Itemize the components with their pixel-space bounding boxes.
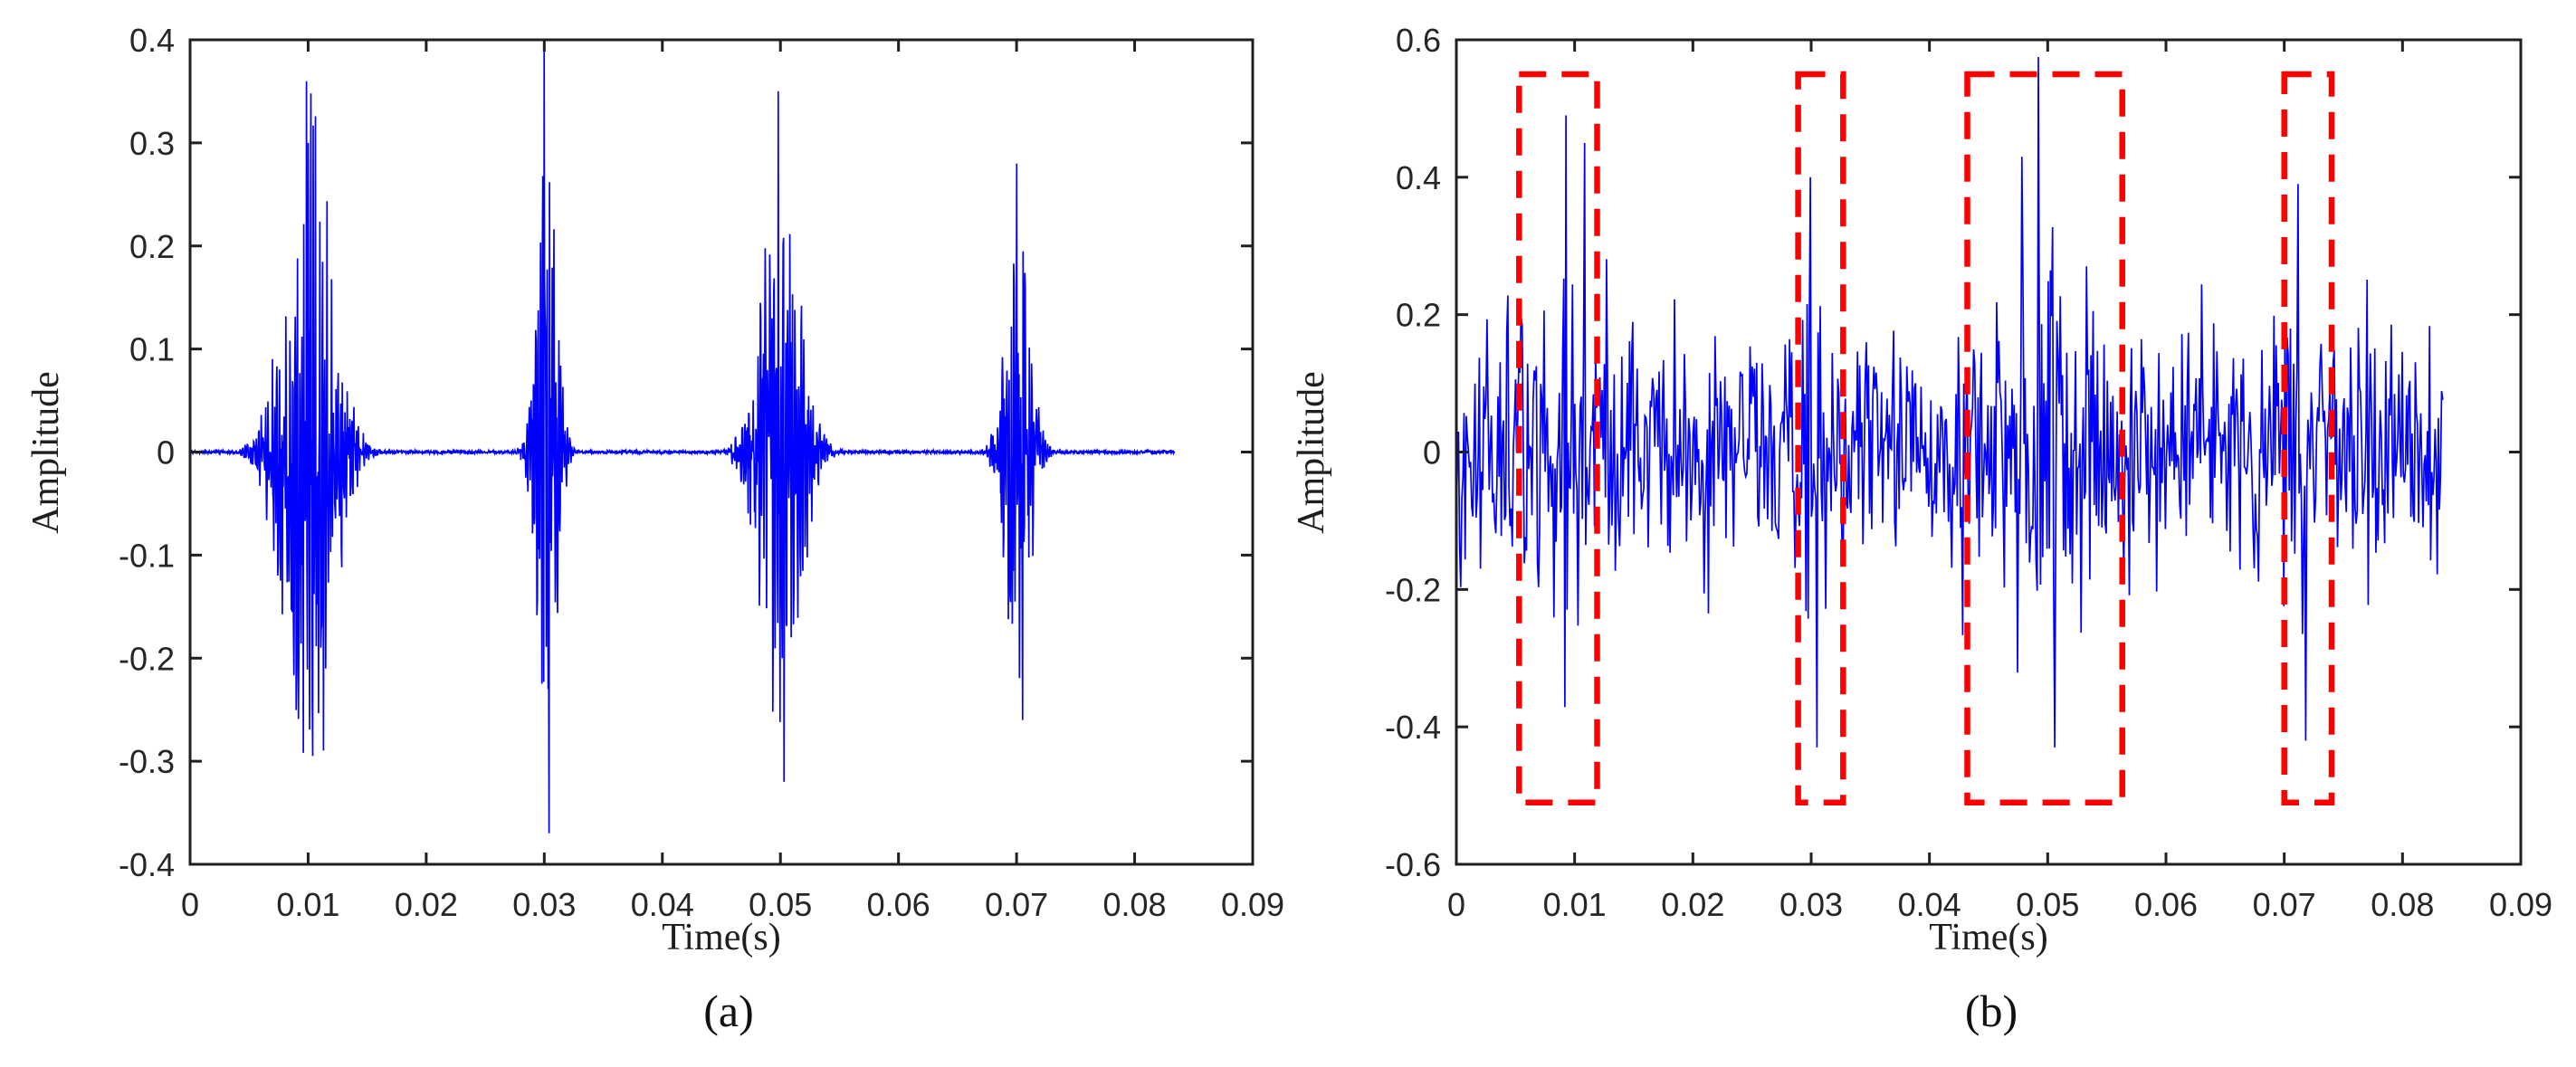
xtick-label: 0.02 — [395, 886, 458, 923]
tick-labels-a: 0 0.01 0.02 0.03 0.04 0.05 0.06 0.07 0.08 0.09 0.4… — [119, 22, 1284, 923]
xtick-label: 0.08 — [1103, 886, 1167, 923]
panel-a: 0 0.01 0.02 0.03 0.04 0.05 0.06 0.07 0.08 0.09 0.4… — [119, 22, 1284, 923]
xtick-label: 0 — [181, 886, 199, 923]
xtick-label: 0.01 — [276, 886, 339, 923]
plot-b-xlabel: Time(s) — [1929, 917, 2048, 958]
xtick-label: 0.01 — [1543, 886, 1607, 923]
signal-trace-b — [1455, 56, 2444, 748]
xtick-label: 0 — [1447, 886, 1465, 923]
xtick-label: 0.07 — [985, 886, 1048, 923]
panel-b: 0 0.01 0.02 0.03 0.04 0.05 0.06 0.07 0.08 0.09 0.6… — [1385, 22, 2552, 923]
xtick-label: 0.05 — [749, 886, 812, 923]
xtick-label: 0.03 — [1779, 886, 1843, 923]
plot-b-ylabel: Amplitude — [1291, 371, 1332, 534]
highlight-box-1 — [1516, 71, 1600, 805]
plot-a-ylabel: Amplitude — [25, 371, 67, 534]
xtick-label: 0.04 — [1898, 886, 1961, 923]
plot-a-xlabel: Time(s) — [662, 917, 781, 958]
xtick-label: 0.07 — [2253, 886, 2316, 923]
xtick-label: 0.09 — [2489, 886, 2552, 923]
xtick-label: 0.09 — [1221, 886, 1284, 923]
ticks-a — [188, 38, 1255, 866]
ytick-label: 0.4 — [1396, 159, 1441, 196]
xtick-label: 0.04 — [631, 886, 694, 923]
xtick-label: 0.08 — [2371, 886, 2434, 923]
ticks-b — [1455, 38, 2523, 866]
tick-labels-b: 0 0.01 0.02 0.03 0.04 0.05 0.06 0.07 0.08 0.09 0.6… — [1385, 22, 2552, 923]
ytick-label: 0.1 — [129, 331, 175, 368]
ytick-label: 0 — [157, 434, 175, 472]
xtick-label: 0.06 — [2134, 886, 2198, 923]
xtick-label: 0.03 — [512, 886, 576, 923]
ytick-label: -0.2 — [1385, 571, 1441, 608]
ytick-label: 0 — [1423, 434, 1441, 472]
plot-b-caption: (b) — [1964, 986, 2018, 1036]
plot-a-caption: (a) — [703, 986, 754, 1036]
ytick-label: 0.3 — [129, 125, 175, 162]
ytick-label: 0.4 — [129, 22, 175, 59]
signal-trace-a — [189, 39, 1176, 834]
ytick-label: -0.1 — [119, 537, 175, 574]
highlight-box-4 — [2281, 71, 2335, 805]
ytick-label: -0.3 — [119, 743, 175, 780]
ytick-label: 0.2 — [1396, 297, 1441, 334]
xtick-label: 0.05 — [2016, 886, 2079, 923]
ytick-label: -0.6 — [1385, 846, 1441, 883]
ytick-label: 0.6 — [1396, 22, 1441, 59]
xtick-label: 0.06 — [867, 886, 930, 923]
ytick-label: -0.2 — [119, 640, 175, 677]
ytick-label: -0.4 — [119, 846, 175, 883]
highlight-box-3 — [1964, 71, 2125, 805]
ytick-label: 0.2 — [129, 228, 175, 265]
highlight-box-2 — [1795, 71, 1846, 805]
xtick-label: 0.02 — [1661, 886, 1724, 923]
ytick-label: -0.4 — [1385, 709, 1441, 746]
